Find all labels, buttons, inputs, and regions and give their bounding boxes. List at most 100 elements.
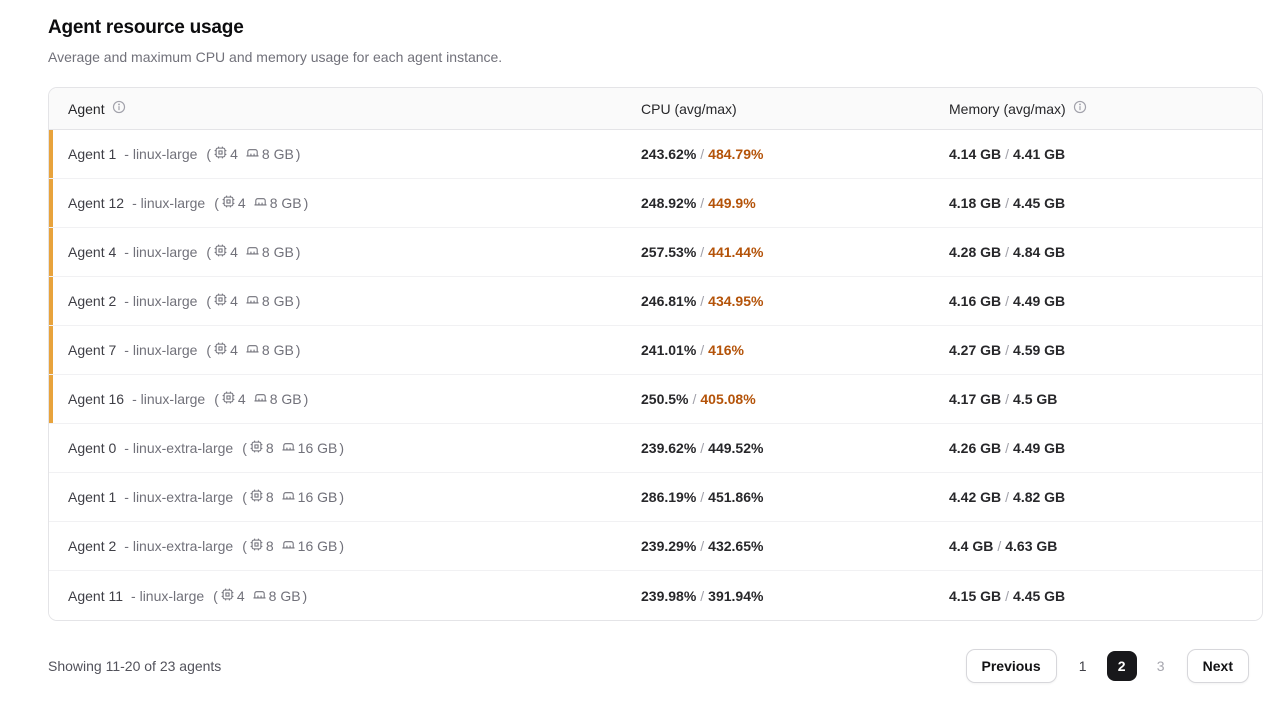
agent-name: Agent 2 [68,293,117,309]
info-icon[interactable] [112,100,126,117]
next-button[interactable]: Next [1186,649,1249,683]
type-separator: - [124,293,129,309]
agent-specs: ( 4 8 GB ) [206,145,300,163]
agent-specs: ( 4 8 GB ) [214,194,308,212]
type-separator: - [124,342,129,358]
cpu-count: 8 [265,440,274,456]
instance-type-label: linux-large [140,391,206,407]
agent-cell: Agent 1 - linux-extra-large ( 8 16 GB ) [49,488,641,506]
memory-icon [245,145,260,163]
cpu-max-value: 434.95% [708,293,764,309]
cpu-chip-icon [220,587,235,605]
agent-name: Agent 1 [68,489,117,505]
agent-name: Agent 1 [68,146,117,162]
value-separator: / [700,244,705,260]
memory-avg-value: 4.28 GB [949,244,1002,260]
memory-size: 8 GB [261,244,294,260]
agent-column-header: Agent [49,100,641,117]
memory-icon [245,292,260,310]
agent-name: Agent 16 [68,391,125,407]
cpu-avg-value: 243.62% [641,146,697,162]
cpu-avg-value: 239.62% [641,440,697,456]
memory-max-value: 4.49 GB [1013,440,1066,456]
cpu-count: 4 [237,391,246,407]
cpu-chip-icon [213,145,228,163]
memory-max-value: 4.45 GB [1013,587,1066,604]
value-separator: / [700,293,705,309]
memory-avg-value: 4.16 GB [949,293,1002,309]
memory-cell: 4.18 GB/4.45 GB [949,195,1262,211]
memory-size: 8 GB [261,342,294,358]
memory-size: 16 GB [297,538,338,554]
value-separator: / [692,391,697,407]
page-button-3[interactable]: 3 [1152,651,1170,681]
page-title: Agent resource usage [48,17,244,38]
agents-table: Agent CPU (avg/max) Memory (avg/max) Age… [48,87,1263,621]
info-icon[interactable] [1073,100,1087,117]
cpu-max-value: 484.79% [708,146,764,162]
memory-cell: 4.4 GB/4.63 GB [949,538,1262,554]
agent-cell: Agent 12 - linux-large ( 4 8 GB ) [49,194,641,212]
agent-specs: ( 4 8 GB ) [206,243,300,261]
value-separator: / [700,146,705,162]
agent-instance-type: - linux-large [124,146,197,162]
specs-open-paren: ( [242,489,247,505]
agent-name: Agent 2 [68,538,117,554]
table-body: Agent 1 - linux-large ( 4 8 GB ) 243.62%… [49,130,1262,620]
agent-specs: ( 4 8 GB ) [213,587,307,605]
page-button-2[interactable]: 2 [1106,651,1137,681]
memory-avg-value: 4.18 GB [949,195,1002,211]
table-row: Agent 0 - linux-extra-large ( 8 16 GB ) … [49,424,1262,473]
cpu-cell: 246.81%/434.95% [641,293,949,309]
cpu-avg-value: 248.92% [641,195,697,211]
memory-avg-value: 4.4 GB [949,538,994,554]
agent-instance-type: - linux-large [132,391,205,407]
specs-close-paren: ) [295,146,301,162]
agent-resource-usage-page: Agent resource usage Average and maximum… [48,17,1263,683]
value-separator: / [1005,587,1010,604]
agent-instance-type: - linux-large [131,588,204,604]
value-separator: / [1005,146,1010,162]
type-separator: - [124,489,129,505]
cpu-count: 4 [236,587,245,604]
cpu-chip-icon [221,194,236,212]
cpu-cell: 250.5%/405.08% [641,391,949,407]
cpu-chip-icon [249,537,264,555]
type-separator: - [132,195,137,211]
specs-close-paren: ) [295,293,301,309]
memory-icon [245,243,260,261]
cpu-max-value: 449.52% [708,440,764,456]
instance-type-label: linux-extra-large [132,538,234,554]
value-separator: / [1005,195,1010,211]
memory-cell: 4.27 GB/4.59 GB [949,342,1262,358]
memory-icon [281,488,296,506]
cpu-max-value: 451.86% [708,489,764,505]
cpu-avg-value: 246.81% [641,293,697,309]
agent-instance-type: - linux-large [132,195,205,211]
agent-name: Agent 4 [68,244,117,260]
memory-size: 8 GB [261,146,294,162]
agent-specs: ( 8 16 GB ) [242,439,344,457]
agent-instance-type: - linux-large [124,244,197,260]
previous-button[interactable]: Previous [965,649,1057,683]
instance-type-label: linux-extra-large [132,489,234,505]
cpu-chip-icon [249,439,264,457]
agent-instance-type: - linux-large [124,342,197,358]
cpu-avg-value: 239.98% [641,587,697,604]
cpu-count: 4 [230,244,238,260]
cpu-cell: 241.01%/416% [641,342,949,358]
table-row: Agent 4 - linux-large ( 4 8 GB ) 257.53%… [49,228,1262,277]
cpu-chip-icon [221,390,236,408]
memory-icon [281,439,296,457]
agent-specs: ( 4 8 GB ) [206,292,300,310]
agent-instance-type: - linux-extra-large [124,489,233,505]
page-button-1[interactable]: 1 [1074,651,1092,681]
memory-column-label: Memory (avg/max) [949,100,1066,117]
cpu-count: 4 [237,195,246,211]
cpu-avg-value: 257.53% [641,244,697,260]
memory-avg-value: 4.27 GB [949,342,1002,358]
agent-cell: Agent 7 - linux-large ( 4 8 GB ) [49,341,641,359]
cpu-max-value: 449.9% [708,195,756,211]
agent-name: Agent 12 [68,195,125,211]
